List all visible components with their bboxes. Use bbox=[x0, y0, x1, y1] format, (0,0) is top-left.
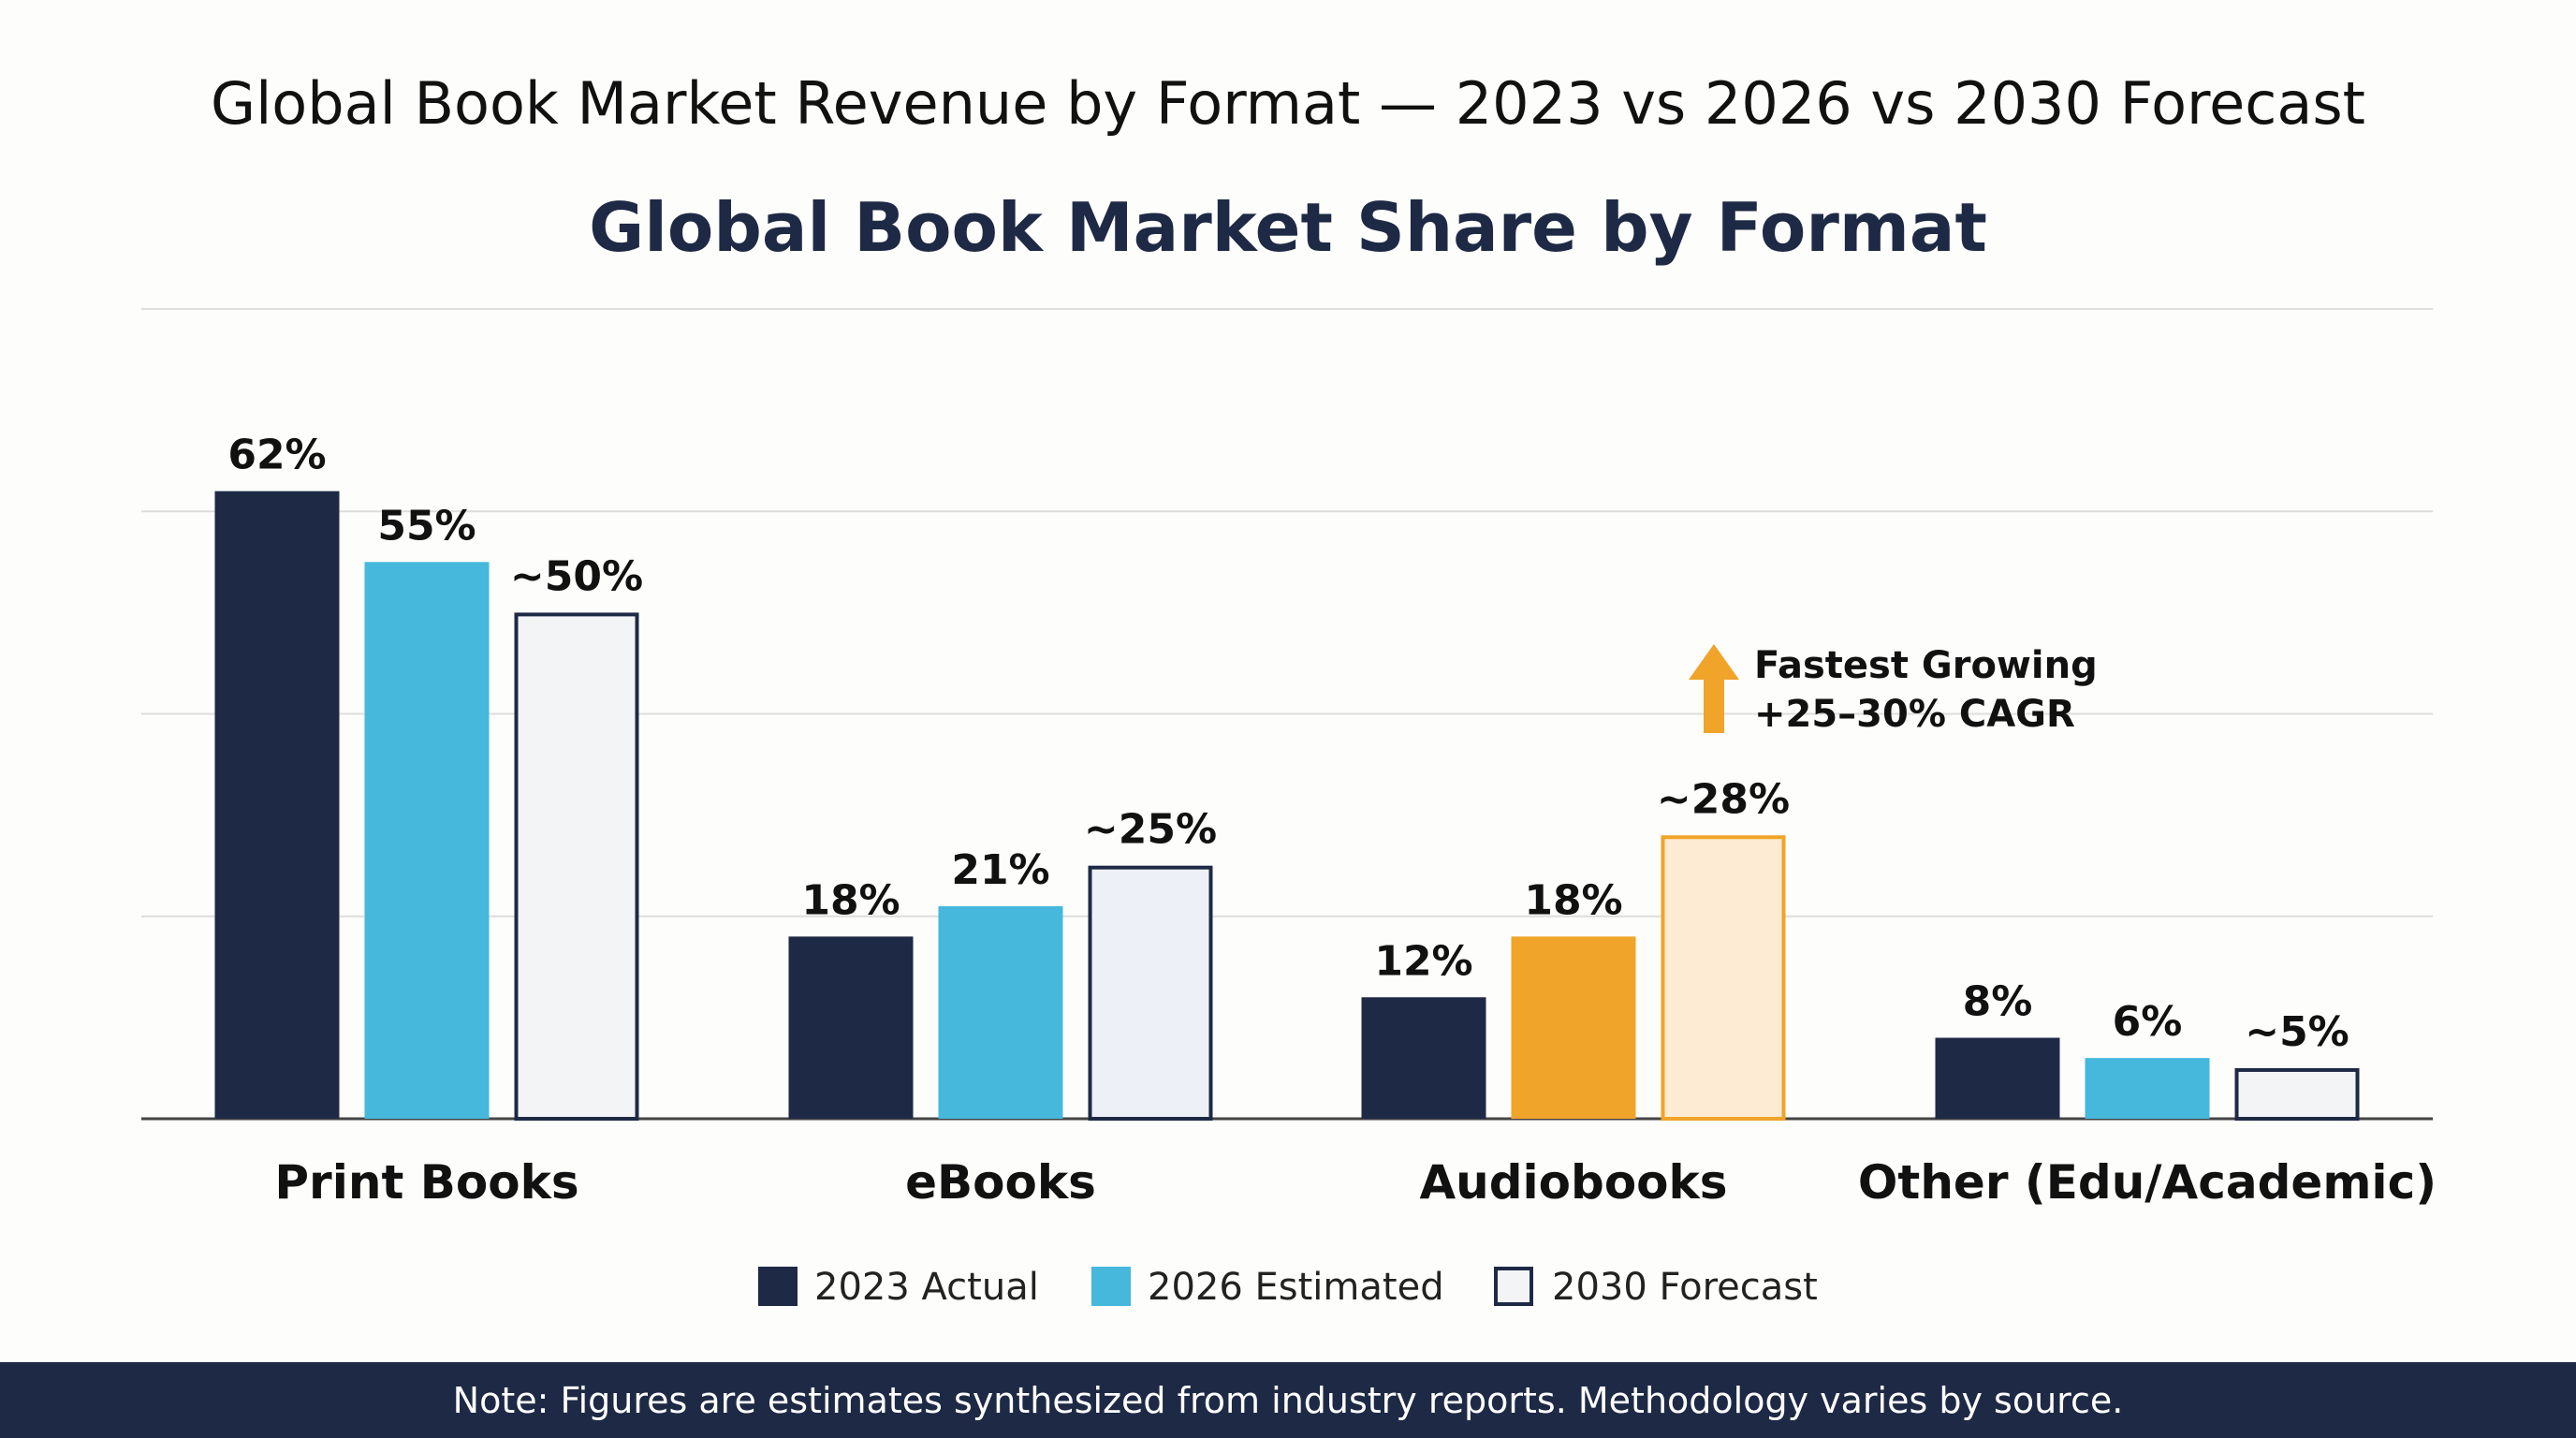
bars bbox=[214, 491, 2360, 1121]
bar-2030-forecast bbox=[2234, 1067, 2360, 1121]
value-label: ~28% bbox=[1657, 775, 1790, 823]
legend: 2023 Actual 2026 Estimated 2030 Forecast bbox=[758, 1266, 1818, 1309]
annotation-line-1: Fastest Growing bbox=[1754, 644, 2098, 687]
value-labels: 62% 55% ~50% 18% 21% ~25% 12% 18% ~28% 8% 6% ~5% bbox=[227, 432, 2349, 1056]
bar-2030-forecast bbox=[514, 612, 639, 1121]
footer-note: Note: Figures are estimates synthesized … bbox=[0, 1362, 2576, 1438]
category-labels: Print Books eBooks Audiobooks Other (Edu/Ac… bbox=[274, 1155, 2437, 1210]
category-label: Other (Edu/Academic) bbox=[1858, 1155, 2437, 1210]
legend-label-2026: 2026 Estimated bbox=[1148, 1266, 1444, 1309]
fastest-growing-annotation: Fastest Growing +25–30% CAGR bbox=[1689, 644, 2098, 736]
legend-label-2030: 2030 Forecast bbox=[1552, 1266, 1818, 1309]
value-label: 62% bbox=[227, 432, 326, 479]
value-label: ~50% bbox=[510, 552, 643, 600]
bar-2026-estimated bbox=[364, 562, 490, 1119]
legend-swatch-2030 bbox=[1494, 1267, 1533, 1306]
bar-2026-estimated bbox=[1511, 936, 1636, 1119]
bar-chart: Global Book Market Revenue by Format — 2… bbox=[141, 69, 2437, 1309]
value-label: 18% bbox=[1524, 876, 1622, 924]
bar-2030-forecast bbox=[1088, 865, 1213, 1121]
chart-subtitle: Global Book Market Share by Format bbox=[589, 188, 1987, 267]
value-label: 8% bbox=[1963, 978, 2033, 1026]
bar-2026-estimated bbox=[2085, 1058, 2210, 1119]
bar-2023-actual bbox=[214, 491, 340, 1119]
value-label: ~5% bbox=[2245, 1008, 2349, 1056]
bar-2023-actual bbox=[1935, 1037, 2060, 1119]
legend-swatch-2026 bbox=[1091, 1267, 1131, 1306]
annotation-line-2: +25–30% CAGR bbox=[1754, 693, 2075, 736]
value-label: 6% bbox=[2113, 998, 2183, 1046]
legend-label-2023: 2023 Actual bbox=[814, 1266, 1039, 1309]
category-label: Print Books bbox=[274, 1155, 578, 1210]
category-label: eBooks bbox=[905, 1155, 1096, 1210]
value-label: 55% bbox=[377, 502, 476, 550]
value-label: ~25% bbox=[1084, 806, 1217, 854]
value-label: 12% bbox=[1374, 937, 1472, 985]
category-label: Audiobooks bbox=[1419, 1155, 1727, 1210]
bar-2030-forecast bbox=[1661, 835, 1786, 1121]
legend-swatch-2023 bbox=[758, 1267, 798, 1306]
bar-2023-actual bbox=[1361, 997, 1486, 1119]
bar-2026-estimated bbox=[938, 905, 1063, 1119]
up-arrow-icon bbox=[1689, 644, 1739, 733]
value-label: 21% bbox=[951, 846, 1049, 894]
bar-2023-actual bbox=[788, 936, 914, 1119]
footer-note-text: Note: Figures are estimates synthesized … bbox=[452, 1379, 2124, 1421]
chart-title: Global Book Market Revenue by Format — 2… bbox=[211, 69, 2365, 138]
value-label: 18% bbox=[801, 876, 900, 924]
